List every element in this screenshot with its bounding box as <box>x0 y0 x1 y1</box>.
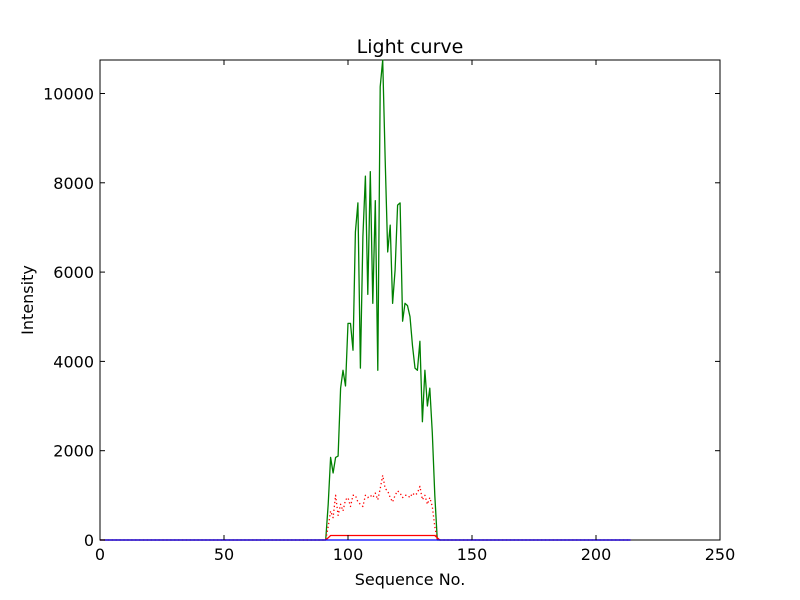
x-tick-label: 50 <box>214 545 234 564</box>
y-tick-label: 4000 <box>53 352 94 371</box>
x-tick-label: 250 <box>705 545 736 564</box>
y-tick-label: 6000 <box>53 263 94 282</box>
y-axis-label: Intensity <box>18 265 37 335</box>
x-axis: 0 50 100 150 200 250 <box>95 60 735 564</box>
plot-frame <box>99 59 721 541</box>
y-tick-label: 0 <box>84 531 94 550</box>
y-tick-label: 8000 <box>53 174 94 193</box>
x-tick-label: 0 <box>95 545 105 564</box>
series-line-1 <box>100 59 631 541</box>
chart-title: Light curve <box>357 36 464 58</box>
x-tick-label: 100 <box>333 545 364 564</box>
x-tick-label: 150 <box>457 545 488 564</box>
x-axis-label: Sequence No. <box>355 570 466 589</box>
x-tick-label: 200 <box>581 545 612 564</box>
y-tick-label: 2000 <box>53 442 94 461</box>
plot-area <box>99 59 721 541</box>
series-layer <box>100 59 631 541</box>
y-tick-label: 10000 <box>43 84 94 103</box>
y-axis: 0 2000 4000 6000 8000 10000 <box>43 84 720 550</box>
